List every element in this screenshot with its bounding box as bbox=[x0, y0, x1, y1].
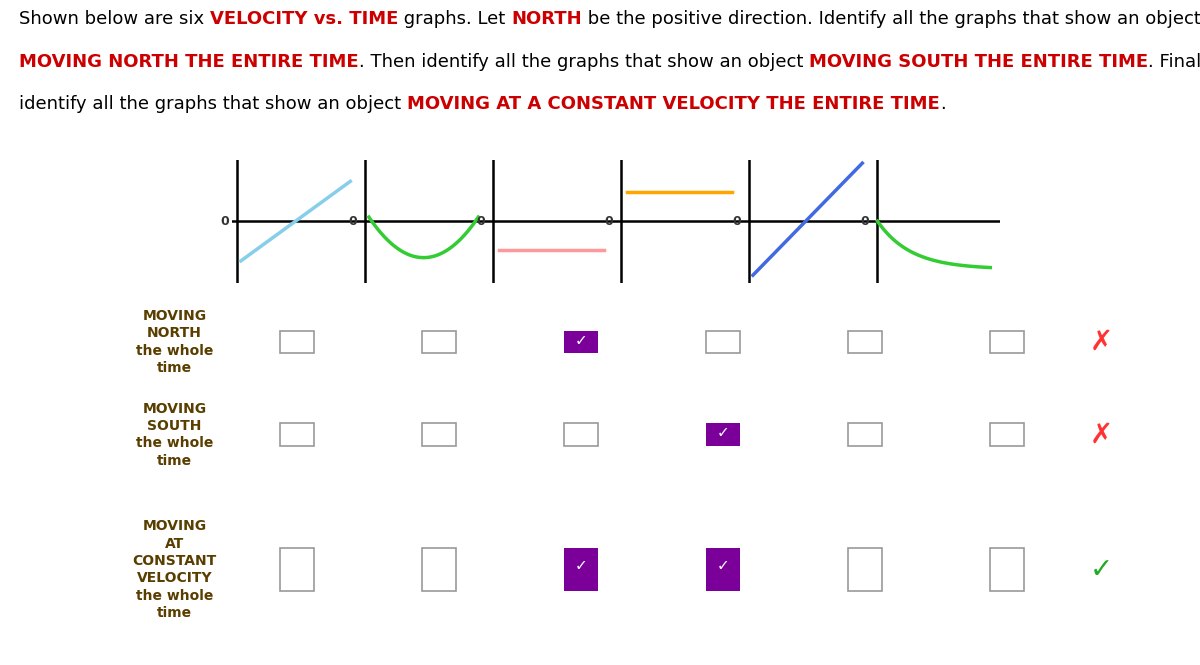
FancyBboxPatch shape bbox=[847, 331, 882, 353]
FancyBboxPatch shape bbox=[990, 424, 1024, 446]
Text: Shown below are six: Shown below are six bbox=[19, 10, 210, 28]
Text: ✓: ✓ bbox=[716, 425, 728, 440]
Text: 0: 0 bbox=[732, 215, 742, 227]
Text: .: . bbox=[940, 95, 946, 114]
Text: 0: 0 bbox=[860, 215, 869, 227]
FancyBboxPatch shape bbox=[421, 331, 456, 353]
FancyBboxPatch shape bbox=[847, 424, 882, 446]
Text: VELOCITY vs. TIME GRAPHS: VELOCITY vs. TIME GRAPHS bbox=[422, 122, 809, 146]
Text: NORTH: NORTH bbox=[511, 10, 582, 28]
Text: ✓: ✓ bbox=[575, 332, 587, 348]
FancyBboxPatch shape bbox=[421, 548, 456, 591]
FancyBboxPatch shape bbox=[280, 424, 313, 446]
Text: ✗: ✗ bbox=[1090, 328, 1114, 356]
Text: . Then identify all the graphs that show an object: . Then identify all the graphs that show… bbox=[359, 53, 809, 70]
Text: ✓: ✓ bbox=[716, 559, 728, 573]
Text: 0: 0 bbox=[221, 215, 229, 227]
Text: identify all the graphs that show an object: identify all the graphs that show an obj… bbox=[19, 95, 407, 114]
Text: MOVING
SOUTH
the whole
time: MOVING SOUTH the whole time bbox=[136, 402, 214, 467]
Text: . Finally,: . Finally, bbox=[1148, 53, 1200, 70]
Text: VELOCITY vs. TIME: VELOCITY vs. TIME bbox=[210, 10, 398, 28]
FancyBboxPatch shape bbox=[706, 331, 739, 353]
FancyBboxPatch shape bbox=[706, 424, 739, 446]
Text: ✓: ✓ bbox=[1090, 555, 1114, 584]
FancyBboxPatch shape bbox=[280, 548, 313, 591]
Text: ✓: ✓ bbox=[575, 559, 587, 573]
Text: be the positive direction. Identify all the graphs that show an object: be the positive direction. Identify all … bbox=[582, 10, 1200, 28]
Text: 0: 0 bbox=[605, 215, 613, 227]
FancyBboxPatch shape bbox=[280, 331, 313, 353]
FancyBboxPatch shape bbox=[564, 548, 598, 591]
Text: MOVING
AT
CONSTANT
VELOCITY
the whole
time: MOVING AT CONSTANT VELOCITY the whole ti… bbox=[132, 519, 217, 620]
Text: graphs. Let: graphs. Let bbox=[398, 10, 511, 28]
FancyBboxPatch shape bbox=[990, 331, 1024, 353]
FancyBboxPatch shape bbox=[706, 548, 739, 591]
FancyBboxPatch shape bbox=[421, 424, 456, 446]
FancyBboxPatch shape bbox=[564, 331, 598, 353]
Text: MOVING SOUTH THE ENTIRE TIME: MOVING SOUTH THE ENTIRE TIME bbox=[809, 53, 1148, 70]
Text: MOVING
NORTH
the whole
time: MOVING NORTH the whole time bbox=[136, 309, 214, 375]
FancyBboxPatch shape bbox=[990, 548, 1024, 591]
FancyBboxPatch shape bbox=[847, 548, 882, 591]
FancyBboxPatch shape bbox=[564, 424, 598, 446]
Text: 0: 0 bbox=[476, 215, 485, 227]
Text: 0: 0 bbox=[348, 215, 358, 227]
Text: ✗: ✗ bbox=[1090, 420, 1114, 449]
Text: MOVING AT A CONSTANT VELOCITY THE ENTIRE TIME: MOVING AT A CONSTANT VELOCITY THE ENTIRE… bbox=[407, 95, 940, 114]
Text: MOVING NORTH THE ENTIRE TIME: MOVING NORTH THE ENTIRE TIME bbox=[19, 53, 359, 70]
